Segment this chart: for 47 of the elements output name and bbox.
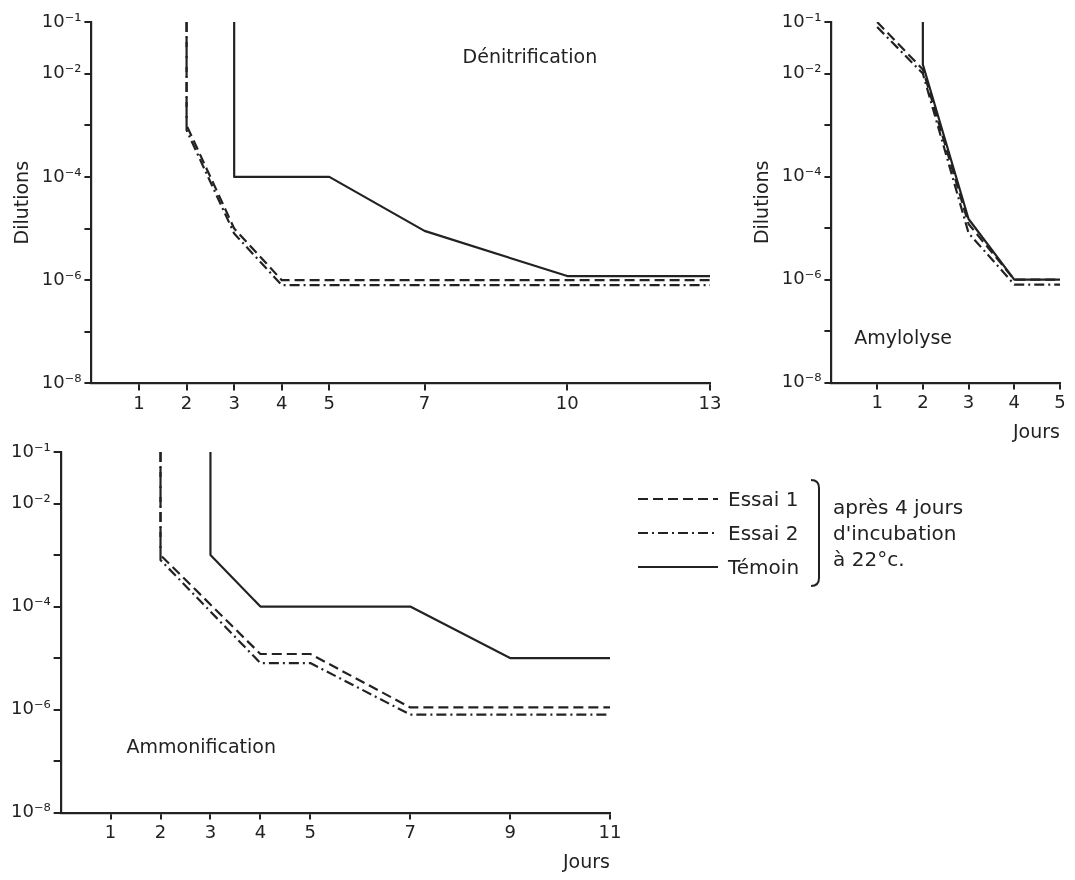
legend-label: Essai 1 bbox=[728, 487, 799, 511]
y-tick-label: 10⁻⁸ bbox=[11, 800, 51, 822]
y-tick-label: 10⁻¹ bbox=[781, 9, 822, 31]
text: après 4 jours d'incubation à 22°c. bbox=[833, 494, 964, 572]
x-tick-label: 1 bbox=[133, 391, 145, 413]
y-tick-label: 10⁻¹ bbox=[41, 9, 82, 31]
x-tick-label: 3 bbox=[962, 391, 975, 413]
y-axis-title: Dilutions bbox=[750, 160, 773, 245]
y-tick-label: 10⁻² bbox=[11, 491, 51, 513]
text: Dénitrification bbox=[462, 45, 598, 68]
y-tick-label: 10⁻² bbox=[41, 61, 82, 83]
y-tick-label: 10⁻² bbox=[781, 61, 822, 83]
x-tick-label: 3 bbox=[204, 821, 217, 843]
y-tick-label: 10⁻⁶ bbox=[41, 267, 82, 289]
y-tick-label: 10⁻⁸ bbox=[781, 370, 822, 392]
x-tick-label: 3 bbox=[228, 391, 240, 413]
y-tick-label: 10⁻⁴ bbox=[41, 164, 82, 186]
y-tick-label: 10⁻⁶ bbox=[781, 267, 822, 289]
legend-label: Témoin bbox=[728, 555, 800, 579]
x-tick-label: 4 bbox=[254, 821, 267, 843]
text: Ammonification bbox=[126, 734, 276, 757]
y-axis-title: Dilutions bbox=[10, 160, 33, 245]
x-tick-label: 4 bbox=[1008, 391, 1021, 413]
text: Amylolyse bbox=[854, 326, 953, 349]
x-axis-title: Jours bbox=[1012, 419, 1060, 442]
x-tick-label: 2 bbox=[180, 391, 193, 413]
x-tick-label: 2 bbox=[917, 391, 929, 413]
x-tick-label: 5 bbox=[1054, 391, 1066, 413]
y-tick-label: 10⁻⁶ bbox=[11, 697, 51, 719]
x-tick-label: 5 bbox=[323, 391, 336, 413]
x-tick-label: 10 bbox=[555, 391, 579, 413]
x-tick-label: 1 bbox=[104, 821, 117, 843]
y-tick-label: 10⁻⁴ bbox=[781, 164, 822, 186]
x-tick-label: 2 bbox=[154, 821, 167, 843]
x-axis-title: Jours bbox=[562, 849, 610, 872]
y-tick-label: 10⁻⁸ bbox=[41, 371, 82, 393]
x-tick-label: 1 bbox=[871, 391, 883, 413]
x-tick-label: 7 bbox=[404, 821, 416, 843]
x-tick-label: 11 bbox=[598, 821, 622, 843]
x-tick-label: 9 bbox=[504, 821, 516, 843]
y-tick-label: 10⁻⁴ bbox=[11, 594, 51, 616]
x-tick-label: 5 bbox=[304, 821, 317, 843]
y-tick-label: 10⁻¹ bbox=[11, 439, 51, 461]
x-tick-label: 4 bbox=[276, 391, 288, 413]
x-tick-label: 13 bbox=[698, 391, 722, 413]
legend-label: Essai 2 bbox=[728, 521, 799, 545]
x-tick-label: 7 bbox=[418, 391, 431, 413]
